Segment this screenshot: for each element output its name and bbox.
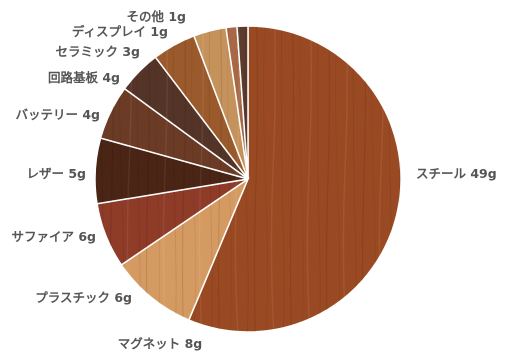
pie-labels: スチール 49g マグネット 8g プラスチック 6g サファイア 6g レザー 5g バ… — [12, 9, 497, 351]
slice-label-3: プラスチック 6g — [35, 290, 132, 305]
slice-label-6: バッテリー 4g — [16, 107, 101, 122]
slice-label-5: レザー 5g — [27, 166, 87, 181]
slice-label-10: その他 1g — [127, 9, 187, 24]
slice-label-4: サファイア 6g — [12, 229, 97, 244]
slice-label-7: 回路基板 4g — [48, 70, 120, 85]
slice-label-8: セラミック 3g — [56, 44, 141, 59]
slice-label-1: スチール 49g — [416, 166, 497, 181]
pie-slices — [94, 25, 402, 333]
slice-label-2: マグネット 8g — [118, 336, 203, 351]
slice-label-9: ディスプレイ 1g — [72, 24, 168, 39]
